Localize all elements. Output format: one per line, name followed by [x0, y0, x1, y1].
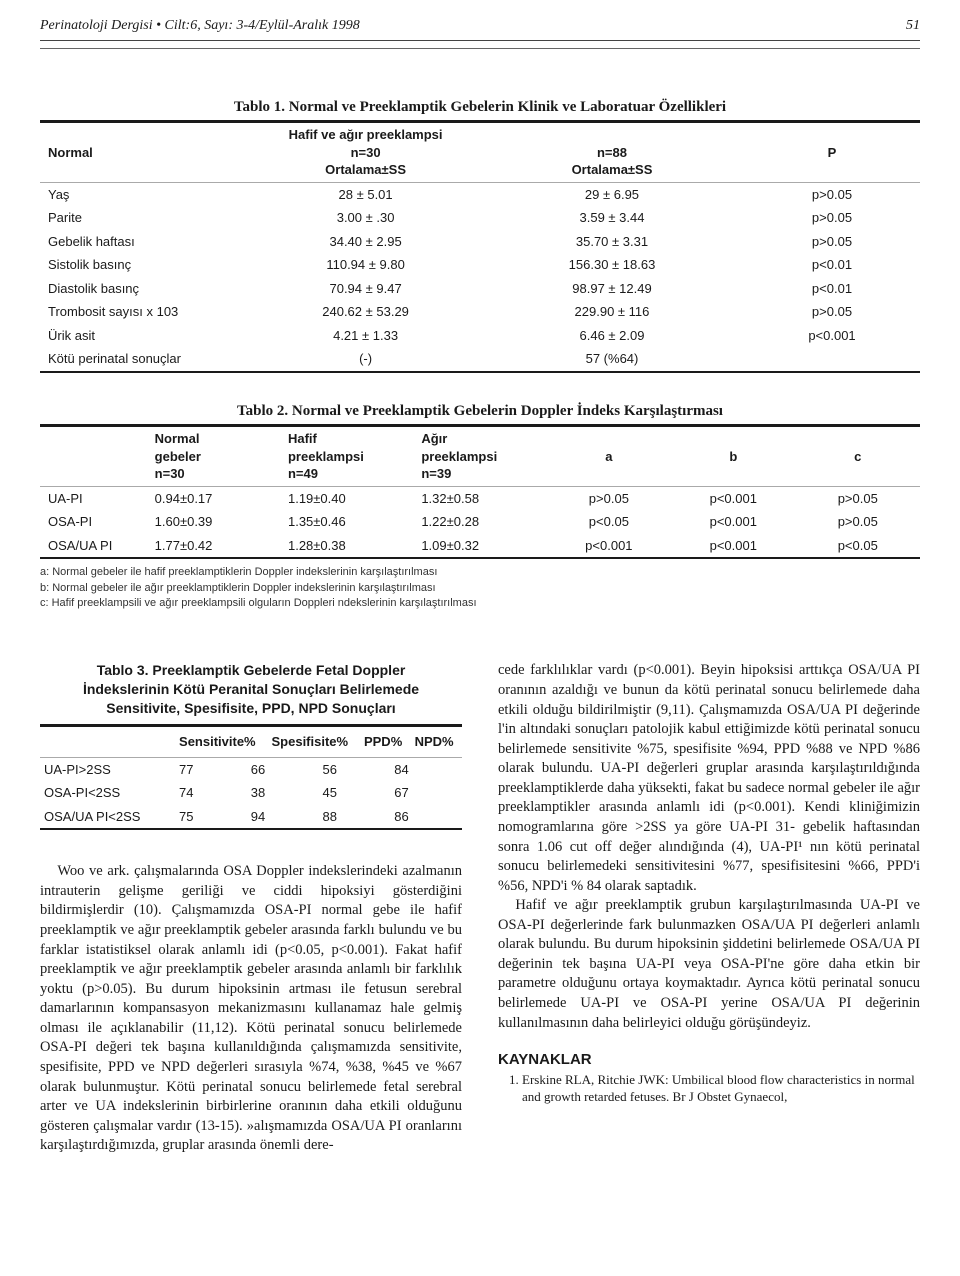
- table-row: UA-PI 0.94±0.17 1.19±0.40 1.32±0.58 p>0.…: [40, 487, 920, 511]
- left-body-text: Woo ve ark. çalışmalarında OSA Doppler i…: [40, 862, 462, 1155]
- table-2: Tablo 2. Normal ve Preeklamptik Gebeleri…: [40, 403, 920, 611]
- left-column: Tablo 3. Preeklamptik Gebelerde Fetal Do…: [40, 661, 462, 1155]
- table-row: OSA/UA PI<2SS 75948886: [40, 805, 462, 829]
- right-body-text: cede farklılıklar vardı (p<0.001). Beyin…: [498, 661, 920, 1033]
- table-row: OSA-PI<2SS 74384567: [40, 781, 462, 805]
- table-1: Tablo 1. Normal ve Preeklamptik Gebeleri…: [40, 99, 920, 373]
- table-2-title: Tablo 2. Normal ve Preeklamptik Gebeleri…: [40, 403, 920, 420]
- t1-col0: Normal: [40, 123, 251, 182]
- table-row: UA-PI>2SS 77665684: [40, 758, 462, 782]
- table-row: OSA/UA PI 1.77±0.42 1.28±0.38 1.09±0.32 …: [40, 534, 920, 558]
- table-row: Trombosit sayısı x 103 240.62 ± 53.29 22…: [40, 300, 920, 324]
- t1-col2a: n=88: [488, 144, 736, 162]
- t1-col3: P: [752, 144, 912, 162]
- table-row: Ürik asit 4.21 ± 1.33 6.46 ± 2.09 p<0.00…: [40, 324, 920, 348]
- right-column: cede farklılıklar vardı (p<0.001). Beyin…: [498, 661, 920, 1155]
- table-row: OSA-PI 1.60±0.39 1.35±0.46 1.22±0.28 p<0…: [40, 510, 920, 534]
- table-row: Kötü perinatal sonuçlar (-) 57 (%64): [40, 347, 920, 371]
- page-header: Perinatoloji Dergisi • Cilt:6, Sayı: 3-4…: [40, 18, 920, 41]
- table-row: Yaş 28 ± 5.01 29 ± 6.95 p>0.05: [40, 183, 920, 207]
- ref-1: Erskine RLA, Ritchie JWK: Umbilical bloo…: [522, 1072, 920, 1106]
- journal-name: Perinatoloji Dergisi • Cilt:6, Sayı: 3-4…: [40, 18, 360, 34]
- table-row: Gebelik haftası 34.40 ± 2.95 35.70 ± 3.3…: [40, 230, 920, 254]
- table-row: Diastolik basınç 70.94 ± 9.47 98.97 ± 12…: [40, 277, 920, 301]
- references-title: KAYNAKLAR: [498, 1051, 920, 1068]
- header-rule: [40, 48, 920, 49]
- t1-col1c: Ortalama±SS: [259, 161, 472, 179]
- page-number: 51: [906, 18, 920, 34]
- t1-col1b: n=30: [259, 144, 472, 162]
- table-row: Parite 3.00 ± .30 3.59 ± 3.44 p>0.05: [40, 206, 920, 230]
- table-3-title: Tablo 3. Preeklamptik Gebelerde Fetal Do…: [40, 661, 462, 718]
- table-1-title: Tablo 1. Normal ve Preeklamptik Gebeleri…: [40, 99, 920, 116]
- t1-col1a: Hafif ve ağır preeklampsi: [259, 126, 472, 144]
- table-2-footnotes: a: Normal gebeler ile hafif preeklamptik…: [40, 565, 920, 611]
- table-row: Sistolik basınç 110.94 ± 9.80 156.30 ± 1…: [40, 253, 920, 277]
- references-list: Erskine RLA, Ritchie JWK: Umbilical bloo…: [498, 1072, 920, 1106]
- t1-col2b: Ortalama±SS: [488, 161, 736, 179]
